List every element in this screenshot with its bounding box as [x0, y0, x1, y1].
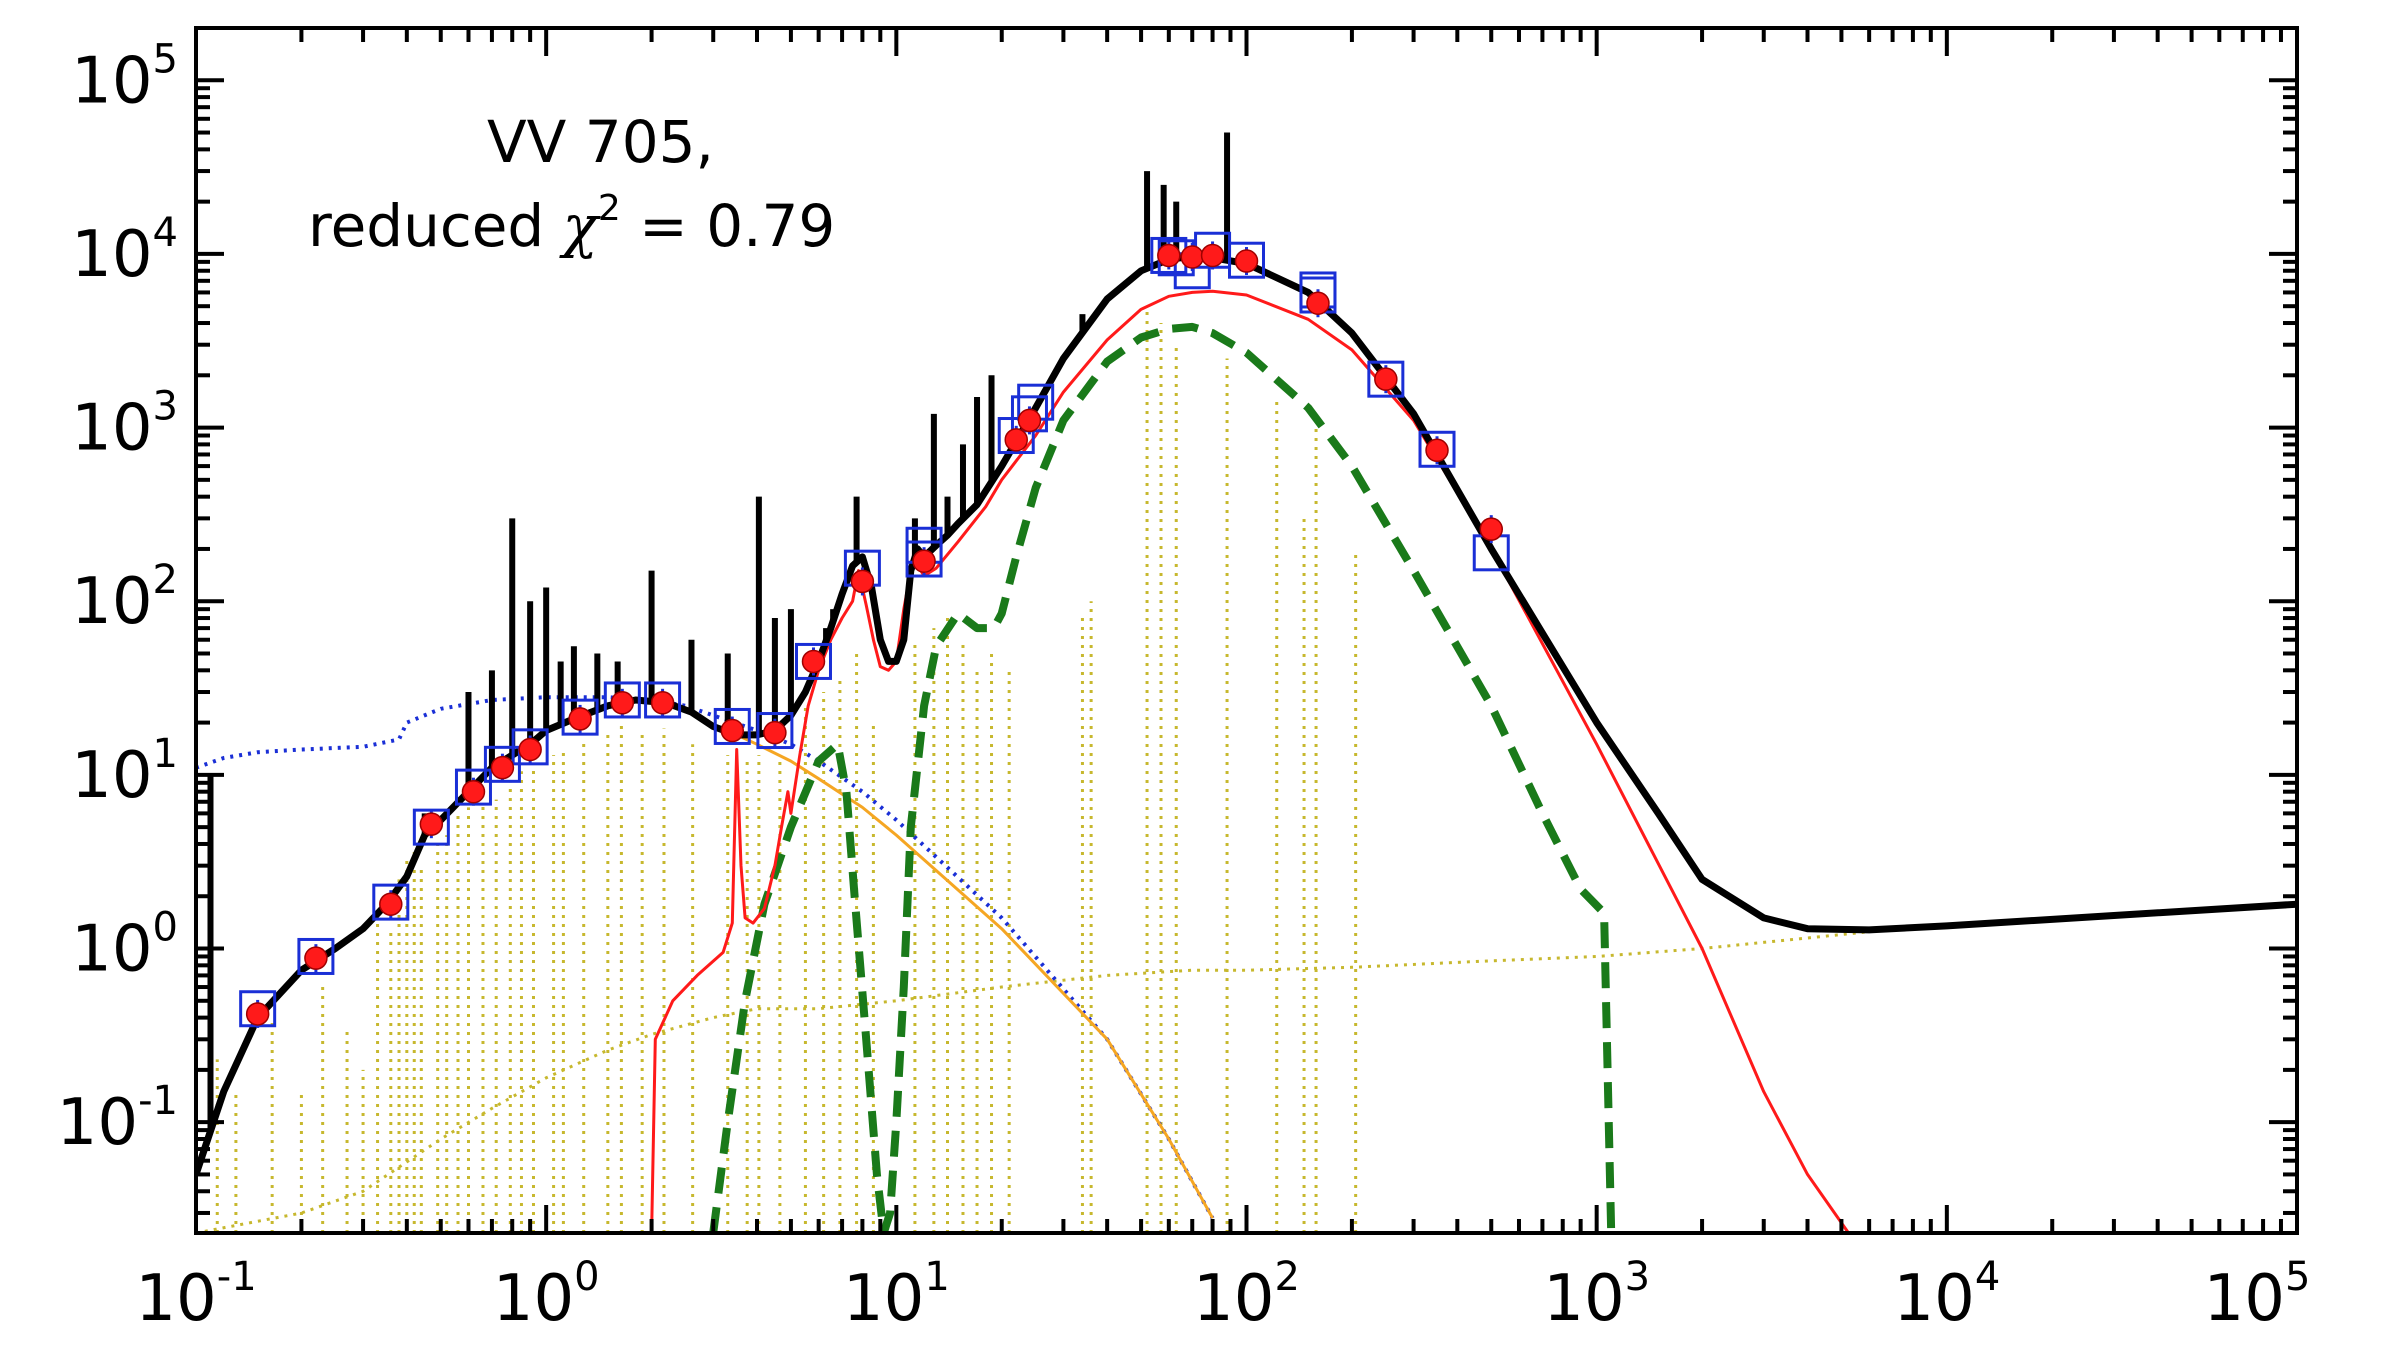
y-tick-label-base: 10 [71, 44, 152, 118]
annotation-chi2: reduced χ2 = 0.79 [308, 188, 835, 260]
y-tick-label-exp: 2 [153, 557, 178, 603]
annotation-chi2-prefix: reduced [308, 192, 563, 260]
x-tick-label-base: 10 [135, 1262, 216, 1336]
y-tick-label: 102 [71, 557, 178, 639]
observed-flux-point [461, 779, 486, 804]
observed-flux-point [912, 549, 936, 573]
observed-flux-point [1017, 408, 1042, 433]
points-layer [239, 231, 1510, 1028]
x-tick-label: 102 [1193, 1254, 1300, 1336]
observed-flux-point [490, 755, 515, 780]
y-tick-label-exp: 1 [153, 731, 178, 777]
model-flux-square [1367, 360, 1405, 398]
x-tick-label-base: 10 [1893, 1262, 1974, 1336]
annotation-chi2-suffix: = 0.79 [621, 192, 836, 260]
observed-flux-point [1004, 428, 1028, 452]
x-tick-label-exp: 2 [1274, 1254, 1299, 1300]
model-flux-square [1418, 430, 1456, 468]
x-tick-label: 10-1 [135, 1254, 256, 1336]
observed-flux-point [1234, 249, 1259, 273]
model-flux-square [511, 728, 549, 766]
x-tick-label-exp: 3 [1625, 1254, 1650, 1300]
model-flux-square [794, 642, 832, 680]
y-tick-label-exp: -1 [138, 1078, 178, 1124]
y-tick-label-base: 10 [57, 1086, 138, 1160]
model-flux-square [756, 712, 794, 750]
ticks-layer [194, 26, 2299, 1233]
nebular-emission-line [196, 930, 1870, 1233]
y-tick-label-exp: 4 [153, 210, 178, 256]
stellar-attenuated-line [736, 733, 1214, 1219]
series-layer [196, 132, 2297, 1233]
x-tick-label-base: 10 [493, 1262, 574, 1336]
y-tick-label-exp: 0 [153, 905, 178, 951]
y-tick-label-base: 10 [71, 218, 152, 292]
y-tick-label-base: 10 [71, 392, 152, 466]
x-axis-labels: 10-1 100 101 102 103 104 105 [135, 1254, 2310, 1336]
x-tick-label-exp: 4 [1975, 1254, 2000, 1300]
observed-flux-point [1306, 291, 1330, 315]
observed-flux-point [568, 707, 592, 731]
x-tick-label: 103 [1543, 1254, 1650, 1336]
x-tick-label-base: 10 [1193, 1262, 1274, 1336]
observed-flux-point [1200, 243, 1225, 268]
model-flux-square [412, 808, 450, 846]
observed-flux-point [1425, 438, 1449, 463]
y-tick-label-base: 10 [71, 739, 152, 813]
x-tick-label-exp: 0 [574, 1254, 599, 1300]
model-flux-square [561, 698, 599, 736]
x-tick-label: 100 [493, 1254, 600, 1336]
y-tick-label: 101 [71, 731, 178, 813]
observed-flux-point [850, 569, 875, 594]
observed-flux-point [1157, 243, 1181, 268]
y-tick-label-exp: 3 [153, 384, 178, 430]
y-tick-label: 100 [71, 905, 178, 987]
annotation-chi2-symbol: χ [559, 192, 601, 260]
model-flux-square [603, 681, 641, 719]
observed-flux-point [1180, 245, 1205, 269]
x-tick-label: 101 [843, 1254, 950, 1336]
annotation-chi2-power: 2 [598, 188, 621, 229]
model-flux-square [1228, 241, 1265, 279]
x-tick-label-exp: 5 [2285, 1254, 2310, 1300]
observed-flux-point [650, 691, 675, 715]
y-tick-label-base: 10 [71, 565, 152, 639]
y-tick-label: 103 [71, 384, 178, 466]
model-flux-square [372, 883, 410, 921]
x-tick-label-base: 10 [843, 1262, 924, 1336]
x-tick-label-base: 10 [2204, 1262, 2285, 1336]
observed-flux-point [379, 892, 403, 916]
observed-flux-point [518, 737, 542, 762]
observed-flux-point [245, 1002, 270, 1026]
observed-flux-point [763, 720, 787, 745]
dust-emission-line [650, 289, 1851, 1233]
y-tick-label: 10-1 [57, 1078, 178, 1160]
x-tick-label-exp: 1 [924, 1254, 949, 1300]
x-tick-label: 105 [2204, 1254, 2311, 1336]
observed-flux-point [610, 691, 635, 715]
model-flux-square [644, 681, 682, 719]
observed-flux-point [720, 718, 745, 743]
observed-flux-point [1479, 517, 1504, 541]
agn-torus-line [709, 322, 1616, 1233]
x-tick-label: 104 [1893, 1254, 2000, 1336]
y-tick-label: 105 [71, 36, 178, 118]
observed-flux-point [1374, 367, 1398, 391]
y-tick-label: 104 [71, 210, 178, 292]
model-flux-square [905, 540, 943, 578]
observed-flux-point [304, 946, 328, 970]
x-tick-label-exp: -1 [217, 1254, 257, 1300]
observed-flux-point [419, 812, 444, 836]
model-flux-square [297, 937, 335, 975]
x-tick-label-base: 10 [1543, 1262, 1624, 1336]
observed-flux-point [801, 649, 826, 674]
y-tick-label-exp: 5 [153, 36, 178, 82]
y-tick-label-base: 10 [71, 913, 152, 987]
annotation-source: VV 705, [487, 108, 714, 176]
